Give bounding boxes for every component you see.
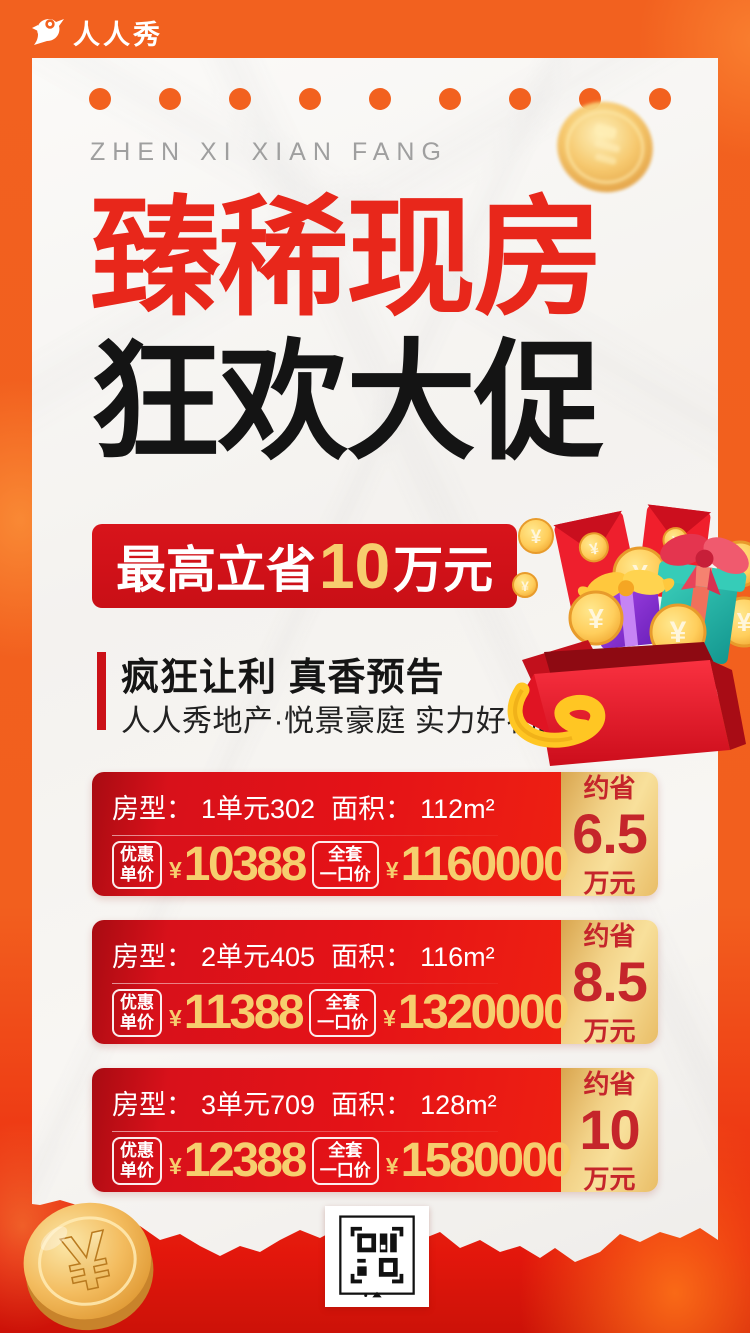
banner-prefix: 最高立省 xyxy=(116,542,316,598)
info-area-label: 面积： xyxy=(331,794,413,824)
unit-price-tag: 优惠 单价 xyxy=(112,841,162,890)
save-unit: 万元 xyxy=(583,867,636,896)
price-card-body: 房型： 1单元302 面积： 112m² 优惠 单价 ¥ 10388 全套 一口价 ¥ 1… xyxy=(92,772,570,896)
save-panel: 约省 10 万元 xyxy=(561,1068,658,1192)
price-card: 房型： 1单元302 面积： 112m² 优惠 单价 ¥ 10388 全套 一口价 ¥ 1… xyxy=(92,772,658,896)
gold-coin-icon: ¥ xyxy=(12,1194,164,1333)
dot-decoration xyxy=(299,88,321,110)
price-card: 房型： 3单元709 面积： 128m² 优惠 单价 ¥ 12388 全套 一口价 ¥ 1… xyxy=(92,1068,658,1192)
svg-text:¥: ¥ xyxy=(670,616,687,649)
dots-row xyxy=(89,88,671,110)
info-area-label: 面积： xyxy=(331,942,413,972)
save-panel: 约省 8.5 万元 xyxy=(561,920,658,1044)
banner-amount: 10 xyxy=(319,530,391,602)
card-info: 房型： 2单元405 面积： 116m² xyxy=(112,935,561,974)
dot-decoration xyxy=(229,88,251,110)
yuan-symbol: ¥ xyxy=(169,1004,182,1031)
yuan-symbol: ¥ xyxy=(385,856,399,883)
dot-decoration xyxy=(369,88,391,110)
package-price-tag: 全套 一口价 xyxy=(311,841,379,890)
card-prices: 优惠 单价 ¥ 10388 全套 一口价 ¥ 1160000 xyxy=(112,838,570,892)
save-value: 10 xyxy=(579,1098,640,1162)
dot-decoration xyxy=(649,88,671,110)
info-type-value: 2单元405 xyxy=(201,942,316,972)
save-label: 约省 xyxy=(583,1069,636,1100)
brand-logo: 人人秀 xyxy=(30,13,163,52)
svg-text:¥: ¥ xyxy=(531,527,542,548)
main-title-black: 狂欢大促 xyxy=(90,329,604,475)
promo-heading: 疯狂让利 真香预告 xyxy=(121,657,445,699)
card-divider xyxy=(112,835,498,836)
svg-text:¥: ¥ xyxy=(588,603,604,634)
card-info: 房型： 3单元709 面积： 128m² xyxy=(112,1083,561,1122)
info-type-label: 房型： xyxy=(112,794,193,824)
gift-box-icon: ¥ ¥ ¥ ¥ ¥ ¥ ¥ xyxy=(492,492,750,770)
price-card-body: 房型： 2单元405 面积： 116m² 优惠 单价 ¥ 11388 全套 一口价 ¥ 1… xyxy=(92,920,570,1044)
save-unit: 万元 xyxy=(583,1163,636,1192)
svg-text:¥: ¥ xyxy=(521,578,529,594)
dot-decoration xyxy=(89,88,111,110)
save-panel: 约省 6.5 万元 xyxy=(561,772,658,896)
info-type-value: 3单元709 xyxy=(201,1090,316,1120)
brand-name: 人人秀 xyxy=(73,20,163,50)
package-price-value: 1160000 xyxy=(400,838,570,892)
save-label: 约省 xyxy=(583,773,636,804)
save-value: 6.5 xyxy=(572,802,648,866)
info-area-value: 128m² xyxy=(420,1090,497,1120)
yuan-symbol: ¥ xyxy=(383,1004,396,1031)
dot-decoration xyxy=(439,88,461,110)
card-prices: 优惠 单价 ¥ 11388 全套 一口价 ¥ 1320000 xyxy=(112,986,570,1040)
eyebrow-text: ZHEN XI XIAN FANG xyxy=(90,138,448,166)
yuan-symbol: ¥ xyxy=(385,1152,399,1179)
svg-text:¥: ¥ xyxy=(588,541,600,559)
falling-coin-icon xyxy=(543,88,667,206)
info-type-label: 房型： xyxy=(112,1090,193,1120)
price-card-body: 房型： 3单元709 面积： 128m² 优惠 单价 ¥ 12388 全套 一口价 ¥ 1… xyxy=(92,1068,572,1192)
bird-icon xyxy=(30,13,66,52)
info-area-value: 112m² xyxy=(420,794,495,824)
package-price-value: 1320000 xyxy=(397,986,570,1040)
save-value: 8.5 xyxy=(572,950,648,1014)
unit-price-value: 10388 xyxy=(183,838,307,892)
main-title-red: 臻稀现房 xyxy=(90,185,604,331)
package-price-value: 1580000 xyxy=(400,1134,573,1188)
card-prices: 优惠 单价 ¥ 12388 全套 一口价 ¥ 1580000 xyxy=(112,1134,572,1188)
card-divider xyxy=(112,1131,498,1132)
unit-price-tag: 优惠 单价 xyxy=(112,989,162,1038)
yuan-symbol: ¥ xyxy=(169,856,182,883)
unit-price-value: 12388 xyxy=(183,1134,307,1188)
dot-decoration xyxy=(509,88,531,110)
card-info: 房型： 1单元302 面积： 112m² xyxy=(112,787,561,826)
promo-accent-bar xyxy=(97,652,106,730)
banner-suffix: 万元 xyxy=(393,542,494,598)
save-unit: 万元 xyxy=(583,1015,636,1044)
svg-text:¥: ¥ xyxy=(737,607,750,637)
card-divider xyxy=(112,983,498,984)
package-price-tag: 全套 一口价 xyxy=(311,1137,379,1186)
price-card: 房型： 2单元405 面积： 116m² 优惠 单价 ¥ 11388 全套 一口价 ¥ 1… xyxy=(92,920,658,1044)
package-price-tag: 全套 一口价 xyxy=(309,989,377,1038)
yuan-symbol: ¥ xyxy=(169,1152,182,1179)
qr-logo xyxy=(325,1206,429,1307)
info-area-label: 面积： xyxy=(331,1090,413,1120)
info-type-value: 1单元302 xyxy=(201,794,316,824)
unit-price-tag: 优惠 单价 xyxy=(112,1137,162,1186)
info-type-label: 房型： xyxy=(112,942,193,972)
savings-banner: 最高立省 10 万元 xyxy=(92,524,518,608)
info-area-value: 116m² xyxy=(420,942,495,972)
unit-price-value: 11388 xyxy=(183,986,305,1040)
save-label: 约省 xyxy=(583,921,636,952)
dot-decoration xyxy=(159,88,181,110)
